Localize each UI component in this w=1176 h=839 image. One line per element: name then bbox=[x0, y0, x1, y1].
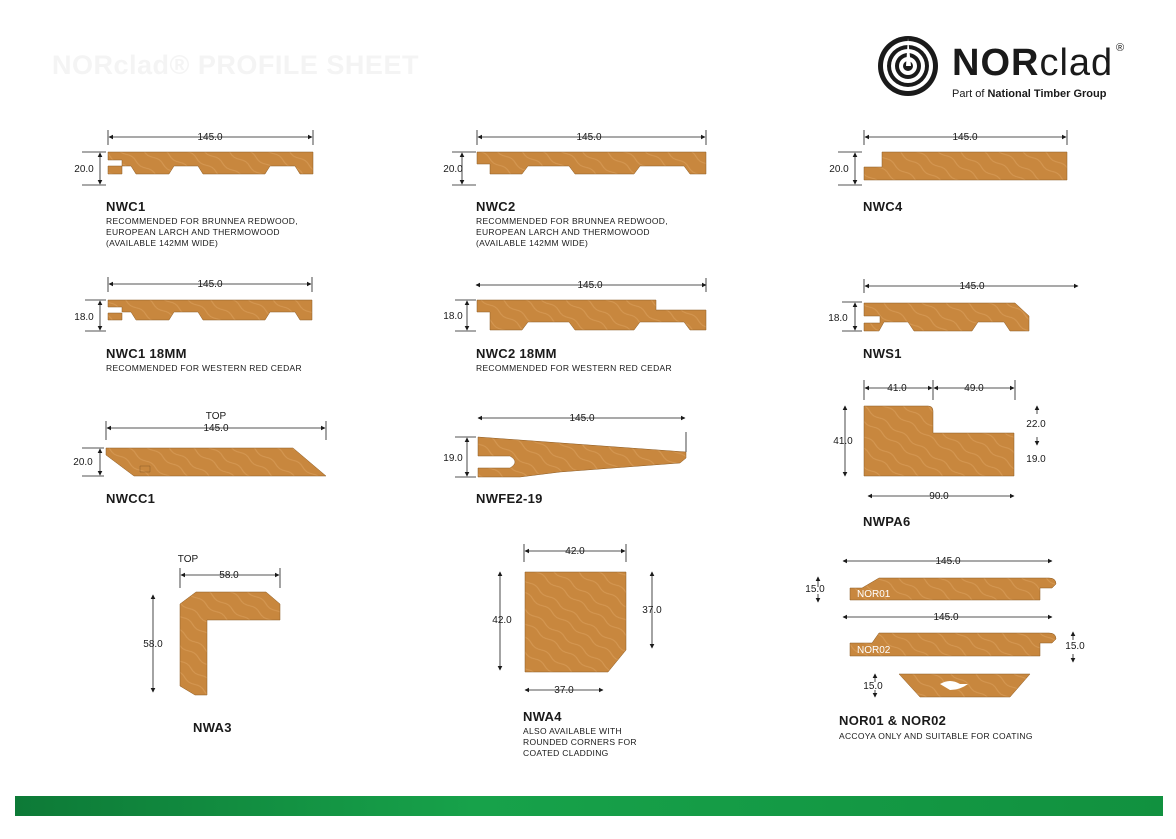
dim-nwc4-width: 145.0 bbox=[952, 132, 977, 143]
profile-note-nwc1-18: RECOMMENDED FOR WESTERN RED CEDAR bbox=[106, 363, 302, 373]
profile-nwc2-shape bbox=[476, 151, 707, 175]
profile-label-nor01-nor02: NOR01 & NOR02 bbox=[839, 713, 947, 728]
norclad-logo: NORclad ® Part of National Timber Group bbox=[876, 34, 1136, 104]
profile-note-nwc2: RECOMMENDED FOR BRUNNEA REDWOOD, EUROPEAN… bbox=[476, 216, 668, 248]
profile-nws1-shape bbox=[863, 302, 1030, 332]
dim-nwa4-left: 42.0 bbox=[492, 615, 512, 626]
dim-nwcc1-top: TOP bbox=[206, 411, 227, 422]
profile-nwc2-18-shape bbox=[476, 299, 707, 331]
dim-nwa4-bottom: 37.0 bbox=[554, 685, 574, 696]
log-cross-section-icon bbox=[878, 36, 938, 96]
dim-nwcc1-thickness: 20.0 bbox=[73, 457, 93, 468]
dim-nwa4-right: 37.0 bbox=[642, 605, 662, 616]
profile-nwfe2-19-shape bbox=[477, 436, 687, 478]
profile-nwpa6-shape bbox=[863, 405, 1015, 477]
dim-nwpa6-height: 41.0 bbox=[833, 436, 853, 447]
profile-nwc1-shape bbox=[107, 151, 314, 175]
dim-nwpa6-width: 90.0 bbox=[929, 491, 949, 502]
profile-label-nwcc1: NWCC1 bbox=[106, 491, 156, 506]
dim-nwa3-height: 58.0 bbox=[143, 639, 163, 650]
dim-nwc2-thickness: 20.0 bbox=[443, 164, 463, 175]
profile-note-nwa4: ALSO AVAILABLE WITH ROUNDED CORNERS FOR CO… bbox=[523, 726, 637, 758]
dim-nwc1-width: 145.0 bbox=[197, 132, 222, 143]
profile-nor01-shape bbox=[849, 577, 1057, 601]
profile-label-nwa4: NWA4 bbox=[523, 709, 562, 724]
dim-nwa4-top: 42.0 bbox=[565, 546, 585, 557]
dim-nwa3-width: 58.0 bbox=[219, 570, 239, 581]
dim-nwc4-thickness: 20.0 bbox=[829, 164, 849, 175]
dim-nwc1-18-thickness: 18.0 bbox=[74, 312, 94, 323]
dim-nws1-thickness: 18.0 bbox=[828, 313, 848, 324]
dim-nwpa6-top-left: 41.0 bbox=[887, 383, 907, 394]
profile-label-nwc4: NWC4 bbox=[863, 199, 903, 214]
profile-label-nws1: NWS1 bbox=[863, 346, 902, 361]
watermark-title: NORclad® PROFILE SHEET bbox=[52, 50, 419, 80]
dim-nwpa6-right-bottom: 19.0 bbox=[1026, 454, 1046, 465]
nor-joint-cutout bbox=[940, 681, 968, 690]
dim-nor-section-thickness: 15.0 bbox=[863, 681, 883, 692]
profile-nwcc1-shape bbox=[105, 447, 327, 477]
dim-nwc2-18-thickness: 18.0 bbox=[443, 311, 463, 322]
profile-nwc1-18-shape bbox=[107, 299, 313, 321]
footer-bar bbox=[15, 796, 1163, 816]
nor02-tag: NOR02 bbox=[857, 645, 891, 656]
profile-note-nwc1: RECOMMENDED FOR BRUNNEA REDWOOD, EUROPEAN… bbox=[106, 216, 298, 248]
dim-nwa3-top: TOP bbox=[178, 554, 199, 565]
profile-note-nor01-nor02: ACCOYA ONLY AND SUITABLE FOR COATING bbox=[839, 731, 1033, 741]
dim-nor01-width: 145.0 bbox=[935, 556, 960, 567]
profile-nor02-shape bbox=[849, 632, 1057, 657]
logo-wordmark: NORclad bbox=[952, 42, 1114, 84]
dim-nor01-thickness: 15.0 bbox=[805, 584, 825, 595]
profile-label-nwc1: NWC1 bbox=[106, 199, 146, 214]
dim-nor02-width: 145.0 bbox=[933, 612, 958, 623]
profile-note-nwc2-18: RECOMMENDED FOR WESTERN RED CEDAR bbox=[476, 363, 672, 373]
profile-label-nwc2-18: NWC2 18MM bbox=[476, 346, 557, 361]
dim-nwc1-thickness: 20.0 bbox=[74, 164, 94, 175]
nor01-tag: NOR01 bbox=[857, 589, 891, 600]
dim-nws1-width: 145.0 bbox=[959, 281, 984, 292]
dim-nwpa6-top-right: 49.0 bbox=[964, 383, 984, 394]
dim-nwc1-18-width: 145.0 bbox=[197, 279, 222, 290]
dim-nwcc1-width: 145.0 bbox=[203, 423, 228, 434]
profile-label-nwpa6: NWPA6 bbox=[863, 514, 911, 529]
logo-subtitle: Part of National Timber Group bbox=[952, 88, 1107, 100]
profile-label-nwfe2-19: NWFE2-19 bbox=[476, 491, 543, 506]
profile-nwa3-shape bbox=[179, 591, 281, 696]
logo-registered: ® bbox=[1116, 42, 1125, 54]
dim-nor02-thickness: 15.0 bbox=[1065, 641, 1085, 652]
dim-nwc2-18-width: 145.0 bbox=[577, 280, 602, 291]
profile-nwa4-shape bbox=[524, 571, 627, 673]
dim-nwfe2-19-thickness: 19.0 bbox=[443, 453, 463, 464]
dim-nwpa6-right-top: 22.0 bbox=[1026, 419, 1046, 430]
profile-label-nwc2: NWC2 bbox=[476, 199, 516, 214]
profile-nwc4-shape bbox=[863, 151, 1068, 181]
dim-nwc2-width: 145.0 bbox=[576, 132, 601, 143]
profile-label-nwa3: NWA3 bbox=[193, 720, 232, 735]
dim-nwfe2-19-width: 145.0 bbox=[569, 413, 594, 424]
profile-label-nwc1-18: NWC1 18MM bbox=[106, 346, 187, 361]
